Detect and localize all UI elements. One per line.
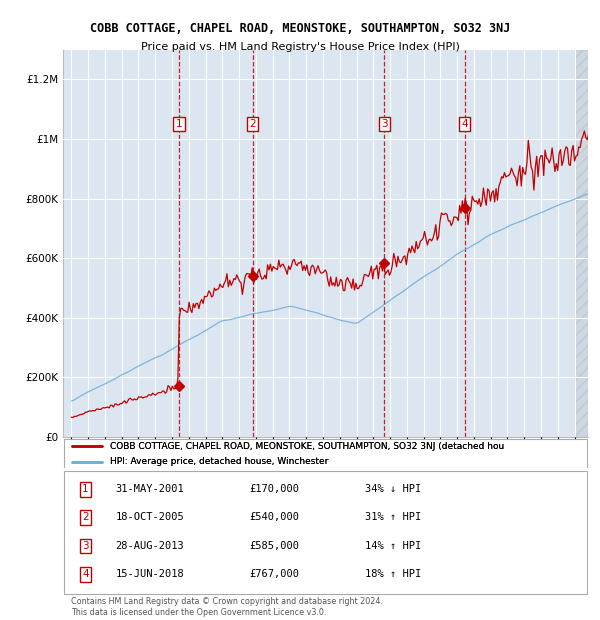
Text: COBB COTTAGE, CHAPEL ROAD, MEONSTOKE, SOUTHAMPTON, SO32 3NJ (detached hou: COBB COTTAGE, CHAPEL ROAD, MEONSTOKE, SO… — [110, 442, 505, 451]
Text: 4: 4 — [82, 569, 89, 579]
Text: 34% ↓ HPI: 34% ↓ HPI — [365, 484, 421, 494]
Text: 14% ↑ HPI: 14% ↑ HPI — [365, 541, 421, 551]
Text: 31% ↑ HPI: 31% ↑ HPI — [365, 512, 421, 523]
Text: £585,000: £585,000 — [250, 541, 299, 551]
Text: COBB COTTAGE, CHAPEL ROAD, MEONSTOKE, SOUTHAMPTON, SO32 3NJ: COBB COTTAGE, CHAPEL ROAD, MEONSTOKE, SO… — [90, 22, 510, 35]
Text: Contains HM Land Registry data © Crown copyright and database right 2024.
This d: Contains HM Land Registry data © Crown c… — [71, 597, 383, 617]
Text: 2: 2 — [249, 119, 256, 129]
Text: 3: 3 — [381, 119, 388, 129]
Text: £767,000: £767,000 — [250, 569, 299, 579]
Text: 31-MAY-2001: 31-MAY-2001 — [115, 484, 184, 494]
Text: 28-AUG-2013: 28-AUG-2013 — [115, 541, 184, 551]
Text: 18% ↑ HPI: 18% ↑ HPI — [365, 569, 421, 579]
Text: HPI: Average price, detached house, Winchester: HPI: Average price, detached house, Winc… — [110, 457, 329, 466]
Text: 3: 3 — [82, 541, 89, 551]
Text: £170,000: £170,000 — [250, 484, 299, 494]
Text: 15-JUN-2018: 15-JUN-2018 — [115, 569, 184, 579]
Text: 18-OCT-2005: 18-OCT-2005 — [115, 512, 184, 523]
Text: COBB COTTAGE, CHAPEL ROAD, MEONSTOKE, SOUTHAMPTON, SO32 3NJ (detached hou: COBB COTTAGE, CHAPEL ROAD, MEONSTOKE, SO… — [110, 442, 505, 451]
Text: Price paid vs. HM Land Registry's House Price Index (HPI): Price paid vs. HM Land Registry's House … — [140, 42, 460, 51]
Text: 1: 1 — [82, 484, 89, 494]
Text: 2: 2 — [82, 512, 89, 523]
Text: HPI: Average price, detached house, Winchester: HPI: Average price, detached house, Winc… — [110, 457, 329, 466]
FancyBboxPatch shape — [64, 471, 587, 594]
FancyBboxPatch shape — [64, 439, 587, 467]
Bar — [575, 50, 588, 437]
Text: 1: 1 — [176, 119, 182, 129]
Text: 4: 4 — [461, 119, 468, 129]
Text: £540,000: £540,000 — [250, 512, 299, 523]
